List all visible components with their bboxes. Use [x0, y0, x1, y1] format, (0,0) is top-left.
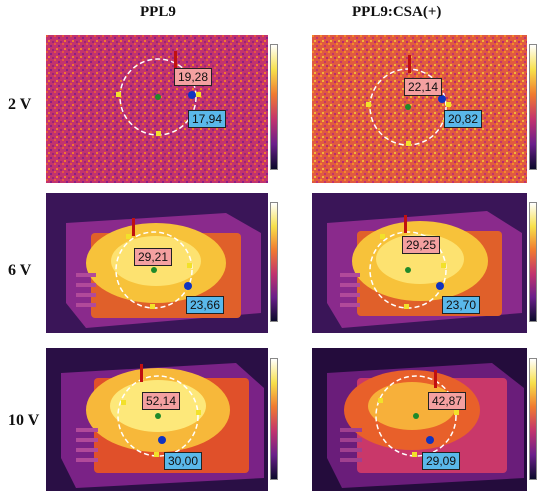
- color-scale-bar: [529, 202, 537, 322]
- row-label-2v: 2 V: [8, 96, 32, 113]
- cold-temperature-tag: 29,09: [422, 452, 461, 470]
- color-scale-bar: [529, 44, 537, 170]
- row-label-6v: 6 V: [8, 262, 32, 279]
- thermal-image-ppl9-csa-6v: [312, 193, 527, 333]
- hot-temperature-tag: 22,14: [404, 78, 443, 96]
- cold-temperature-tag: 20,82: [444, 110, 483, 128]
- color-scale-bar: [270, 44, 278, 170]
- row-label-10v: 10 V: [8, 412, 40, 429]
- color-scale-bar: [270, 358, 278, 480]
- color-scale-bar: [529, 358, 537, 480]
- color-scale-bar: [270, 202, 278, 322]
- thermal-image-ppl9-10v: [46, 348, 268, 491]
- cold-temperature-tag: 23,66: [186, 296, 225, 314]
- thermal-image-ppl9-csa-2v: [312, 35, 527, 183]
- thermal-image-ppl9-2v: [46, 35, 268, 183]
- cold-temperature-tag: 30,00: [164, 452, 203, 470]
- hot-temperature-tag: 19,28: [174, 68, 213, 86]
- hot-temperature-tag: 42,87: [428, 392, 467, 410]
- column-title-ppl9: PPL9: [140, 4, 176, 20]
- hot-temperature-tag: 52,14: [142, 392, 181, 410]
- cold-temperature-tag: 17,94: [188, 110, 227, 128]
- hot-temperature-tag: 29,21: [134, 248, 173, 266]
- column-title-ppl9-csa: PPL9:CSA(+): [352, 4, 442, 20]
- hot-temperature-tag: 29,25: [402, 236, 441, 254]
- cold-temperature-tag: 23,70: [442, 296, 481, 314]
- thermal-image-ppl9-csa-10v: [312, 348, 527, 491]
